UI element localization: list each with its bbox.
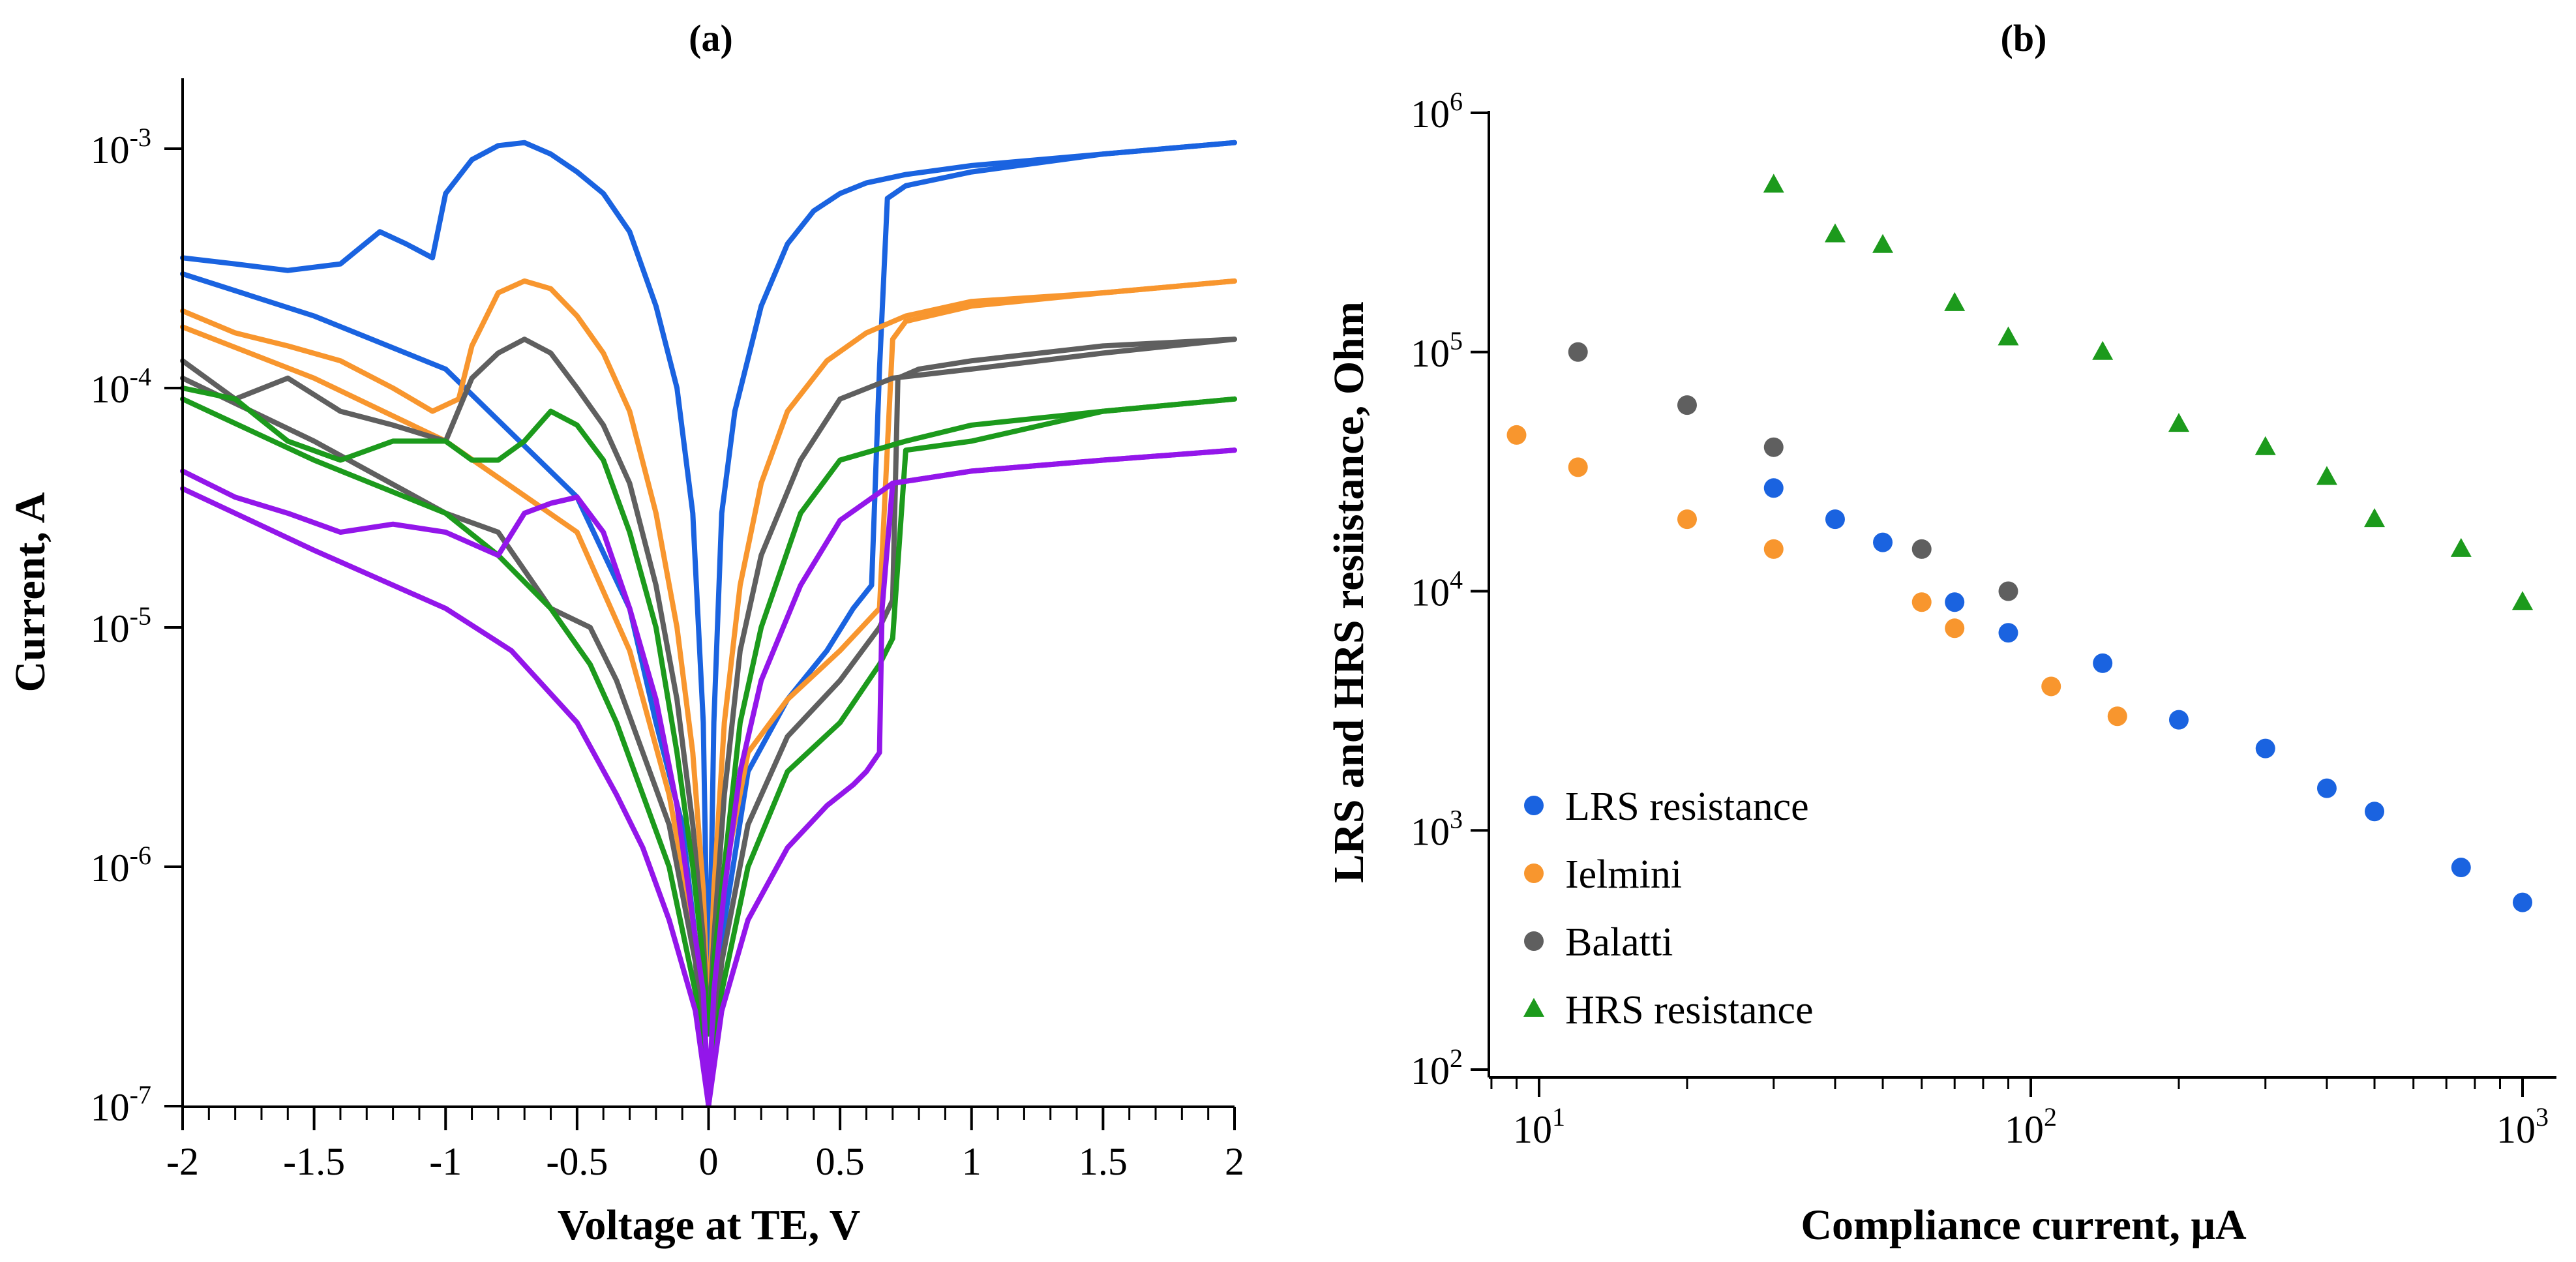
point-ielmini <box>1568 457 1588 477</box>
panel-b-y-axis-title: LRS and HRS resiistance, Ohm <box>1325 301 1373 883</box>
legend-label: HRS resistance <box>1565 988 1814 1032</box>
point-lrs-resistance <box>1998 623 2018 643</box>
y-tick-label: 103 <box>1411 804 1463 853</box>
panel-b-legend: LRS resistance Ielmini Balatti HRS resistan… <box>1523 785 1814 1032</box>
point-lrs-resistance <box>2093 653 2113 673</box>
panel-b-label: (b) <box>2001 17 2047 59</box>
point-hrs-resistance <box>2254 436 2276 455</box>
y-tick-label: 10-7 <box>91 1080 151 1129</box>
x-tick-label: 102 <box>2005 1102 2057 1151</box>
legend-marker <box>1524 931 1544 951</box>
curve-purple-reverse <box>180 447 1237 1108</box>
point-lrs-resistance <box>2168 710 2189 730</box>
point-hrs-resistance <box>1763 173 1784 193</box>
point-lrs-resistance <box>1873 532 1893 552</box>
legend-label: LRS resistance <box>1565 785 1809 829</box>
point-hrs-resistance <box>1824 223 1846 243</box>
x-tick-label: 101 <box>1513 1102 1565 1151</box>
point-ielmini <box>1945 618 1965 639</box>
point-hrs-resistance <box>2092 340 2114 360</box>
point-ielmini <box>1763 539 1784 559</box>
point-lrs-resistance <box>1945 592 1965 612</box>
x-tick-label: 103 <box>2496 1102 2549 1151</box>
panel-b-x-axis-title: Compliance current, μA <box>1801 1201 2247 1249</box>
x-tick-label: -2 <box>166 1140 199 1183</box>
point-balatti <box>1763 437 1784 457</box>
point-ielmini <box>1677 509 1697 530</box>
point-lrs-resistance <box>2316 778 2337 798</box>
y-tick-label: 106 <box>1411 87 1463 136</box>
x-tick-label: 0 <box>699 1140 719 1183</box>
point-ielmini <box>2107 706 2127 727</box>
point-hrs-resistance <box>2316 466 2337 485</box>
curve-gray <box>180 337 1237 1037</box>
y-tick-label: 10-3 <box>91 123 151 172</box>
point-ielmini <box>1911 592 1932 612</box>
x-tick-label: 1.5 <box>1079 1140 1128 1183</box>
point-balatti <box>1677 395 1697 415</box>
y-tick-label: 10-4 <box>91 362 151 411</box>
panel-b-x-ticks: 101 102 103 <box>1490 1077 2549 1151</box>
legend-label: Balatti <box>1565 920 1673 965</box>
panel-a-y-axis-title: Current, A <box>7 492 54 692</box>
x-tick-label: -1 <box>429 1140 462 1183</box>
legend-marker <box>1523 998 1544 1017</box>
x-tick-label: 2 <box>1225 1140 1244 1183</box>
point-balatti <box>1568 342 1588 362</box>
x-tick-label: 0.5 <box>816 1140 865 1183</box>
curve-green <box>180 385 1237 1037</box>
panel-a-label: (a) <box>689 17 733 59</box>
panel-a-y-ticks: 10-7 10-6 10-5 10-4 10-3 <box>91 123 183 1129</box>
y-tick-label: 102 <box>1411 1044 1463 1092</box>
curve-blue-reverse <box>180 140 1237 1108</box>
panel-a-curves <box>180 140 1237 1108</box>
point-hrs-resistance <box>1998 326 2019 346</box>
point-lrs-resistance <box>2513 892 2532 912</box>
x-tick-label: -0.5 <box>546 1140 608 1183</box>
point-ielmini <box>2041 676 2061 697</box>
point-lrs-resistance <box>1825 509 1845 530</box>
legend-marker <box>1524 864 1544 883</box>
legend-marker <box>1524 796 1544 815</box>
panel-a-x-ticks: -2 -1.5 -1 -0.5 0 0.5 1 1.5 2 <box>166 1107 1244 1183</box>
point-lrs-resistance <box>2365 802 2385 822</box>
panel-b-points <box>1506 173 2533 912</box>
point-hrs-resistance <box>2450 537 2472 557</box>
x-tick-label: -1.5 <box>283 1140 345 1183</box>
y-tick-label: 105 <box>1411 326 1463 375</box>
point-hrs-resistance <box>2364 508 2386 528</box>
x-tick-label: 1 <box>962 1140 981 1183</box>
panel-b-resistance-scatter: (b) 101 102 103 102 103 104 105 106 LRS resist… <box>1325 17 2556 1249</box>
point-hrs-resistance <box>2512 591 2533 610</box>
curve-blue <box>180 140 1237 1037</box>
point-hrs-resistance <box>2168 413 2189 432</box>
point-ielmini <box>1506 425 1527 445</box>
y-tick-label: 10-6 <box>91 841 151 890</box>
y-tick-label: 104 <box>1411 565 1463 614</box>
curve-purple <box>180 447 1237 1108</box>
point-lrs-resistance <box>1763 478 1784 498</box>
panel-a-x-axis-title: Voltage at TE, V <box>558 1201 861 1249</box>
point-lrs-resistance <box>2255 738 2275 759</box>
legend-label: Ielmini <box>1565 852 1682 897</box>
curve-orange <box>180 278 1237 1037</box>
point-hrs-resistance <box>1944 292 1966 311</box>
y-tick-label: 10-5 <box>91 601 151 650</box>
panel-a-iv-curves: (a) -2 -1.5 -1 -0.5 0 0.5 1 1.5 2 10-710-610-510… <box>7 17 1244 1249</box>
point-balatti <box>1998 581 2018 601</box>
panel-b-y-ticks: 102 103 104 105 106 <box>1411 87 1489 1092</box>
point-lrs-resistance <box>2451 858 2471 878</box>
point-balatti <box>1911 539 1932 559</box>
point-hrs-resistance <box>1872 233 1894 253</box>
